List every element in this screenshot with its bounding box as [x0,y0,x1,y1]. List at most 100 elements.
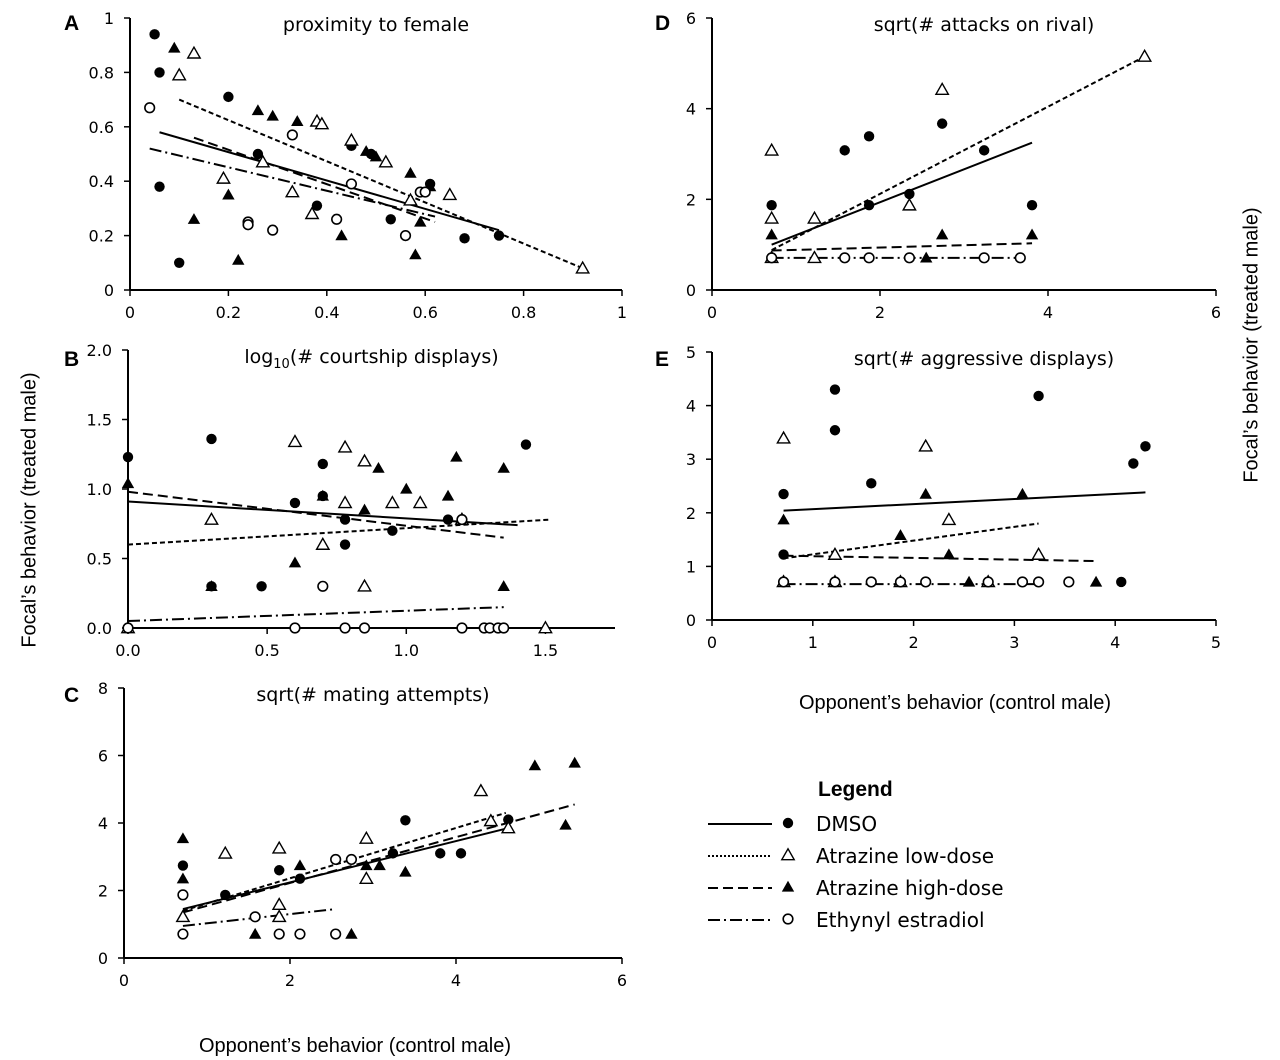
data-point-circle-filled [778,549,789,560]
data-point-triangle-filled [222,188,235,200]
fit-line-triangle-open [127,518,552,546]
data-point-triangle-open [473,783,489,797]
data-point-circle-filled [154,67,165,78]
data-point-circle-open [144,102,156,114]
y-tick-label: 4 [98,814,108,833]
data-point-circle-open [978,252,990,264]
y-tick-label: 0.8 [89,63,114,82]
data-point-triangle-open [941,512,957,526]
x-tick-label: 0.0 [115,641,140,660]
data-point-triangle-open [315,536,331,550]
data-point-triangle-open [918,438,934,452]
y-tick-label: 8 [98,679,108,698]
data-point-circle-filled [766,200,777,211]
data-point-triangle-open [575,260,591,274]
data-point-triangle-open [403,192,418,206]
data-point-circle-filled [936,118,948,129]
data-point-circle-filled [149,29,160,40]
panel-letter: D [655,12,670,35]
data-point-circle-filled [863,200,875,211]
legend-marker-circle-open [782,913,794,925]
panel-letter: A [64,12,79,35]
panel-title: sqrt(# aggressive displays) [854,348,1114,370]
data-point-triangle-filled [559,818,572,830]
data-point-circle-open [1014,252,1026,264]
data-point-circle-open [863,252,875,264]
y-tick-label: 5 [686,343,696,362]
data-point-circle-filled [839,145,850,156]
data-point-circle-filled [1033,390,1044,402]
y-tick-label: 6 [98,747,108,766]
data-point-triangle-filled [962,575,976,587]
data-point-circle-filled [778,488,789,500]
data-point-circle-open [865,576,877,588]
data-point-circle-filled [339,514,351,525]
data-point-circle-filled [154,181,165,192]
data-point-circle-open [1063,576,1075,588]
data-point-triangle-open [384,495,400,509]
fit-line-triangle-open [178,98,584,270]
data-point-triangle-filled [168,41,181,53]
data-point-triangle-filled [765,228,778,240]
x-tick-label: 1.5 [533,641,558,660]
data-point-circle-filled [274,865,285,876]
y-tick-label: 0 [686,611,696,630]
data-point-triangle-filled [248,927,262,939]
data-point-triangle-filled [1025,228,1039,240]
data-point-triangle-filled [176,832,190,844]
data-point-triangle-open [314,116,330,130]
data-point-circle-filled [122,451,134,463]
data-point-triangle-filled [404,166,417,178]
data-point-circle-open [903,252,916,264]
data-point-triangle-open [412,495,428,509]
data-point-circle-open [331,213,343,225]
data-point-circle-filled [289,497,301,509]
legend-marker-triangle-open [780,847,796,861]
data-point-triangle-filled [369,150,383,162]
data-point-circle-open [777,576,790,588]
data-point-triangle-open [827,546,843,560]
data-point-triangle-open [284,184,300,198]
data-point-triangle-open [216,170,231,184]
legend-marker-circle-filled [782,817,794,829]
x-tick-label: 6 [617,971,627,990]
y-tick-label: 6 [686,9,696,28]
data-point-circle-filled [385,214,396,225]
fit-line-circle-filled [159,131,500,232]
x-tick-label: 1 [617,303,627,322]
data-point-circle-open [330,928,342,940]
fit-line-triangle-open [771,55,1146,251]
y-tick-label: 1 [686,557,696,576]
x-tick-label: 0 [119,971,129,990]
y-tick-label: 4 [686,397,696,416]
legend: Legend DMSO Atrazine low-dose Atrazine high… [708,778,1004,932]
panel-a: A 0 0.2 0.4 0.6 0.8 1 0 0.2 0.4 0.6 0.8 1 proximity t… [64,9,627,322]
data-point-circle-filled [520,439,532,450]
data-point-triangle-filled [942,548,956,560]
data-point-circle-open [242,219,254,231]
x-tick-label: 0.2 [216,303,241,322]
x-tick-label: 0 [125,303,135,322]
legend-label: Ethynyl estradiol [816,908,985,932]
data-point-circle-filled [174,257,185,268]
data-point-triangle-filled [441,489,455,501]
data-point-triangle-filled [266,109,279,121]
data-point-circle-open [498,622,510,634]
data-point-triangle-open [271,897,287,911]
x-tick-label: 4 [451,971,461,990]
data-point-triangle-filled [293,859,307,871]
x-axis-label-right-column: Opponent’s behavior (control male) [798,692,1112,714]
x-tick-label: 0.5 [254,641,279,660]
data-point-circle-open [1032,576,1045,588]
data-point-circle-open [766,252,778,264]
y-tick-label: 0.0 [87,619,112,638]
y-tick-label: 2 [686,190,696,209]
data-point-triangle-filled [497,461,510,473]
data-point-triangle-open [287,434,303,448]
data-point-circle-filled [206,433,217,445]
data-point-circle-open [177,889,189,901]
data-point-triangle-open [1031,546,1046,560]
data-point-circle-filled [400,815,411,826]
y-tick-label: 1 [104,9,114,28]
data-point-triangle-open [217,845,233,859]
